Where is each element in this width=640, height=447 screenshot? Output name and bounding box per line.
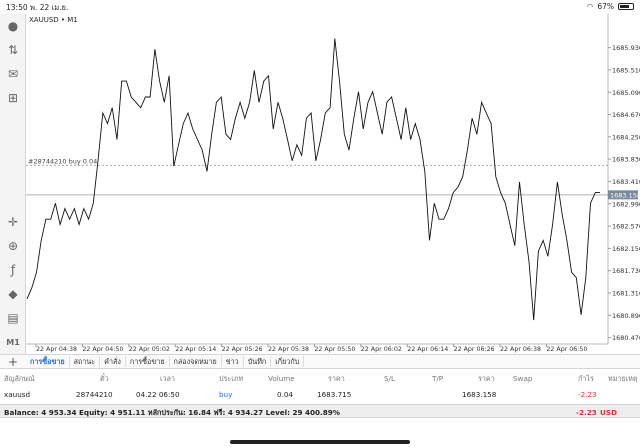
y-tick-label: 1685.090 [612, 89, 640, 97]
current-price-label: 1683.158 [610, 191, 640, 199]
row-symbol: xauusd [4, 390, 31, 399]
y-tick-label: 1681.730 [612, 267, 640, 275]
trade-arrows-icon[interactable]: ⇅ [7, 43, 19, 57]
header-tp: T/P [432, 374, 444, 383]
x-tick-label: 22 Apr 05:50 [314, 346, 355, 353]
x-tick-label: 22 Apr 06:02 [361, 346, 402, 353]
header-symbol: สัญลักษณ์ [4, 374, 35, 383]
indicators-icon[interactable]: ⊕ [7, 239, 19, 253]
add-icon[interactable]: + [7, 354, 19, 369]
battery-percent: 67% [597, 2, 614, 11]
timeframe-button[interactable]: M1 [6, 337, 20, 347]
tab-2[interactable]: คำสั่ง [100, 356, 126, 367]
row-current-price: 1683.158 [462, 390, 497, 399]
tab-list: การซื้อขาย สถานะ คำสั่ง การซื้อขาย กล่องจดหม… [26, 356, 305, 367]
y-tick-label: 1680.470 [612, 334, 640, 342]
status-right: ◠ 67% [587, 2, 634, 11]
header-volume: Volume [268, 374, 295, 383]
tab-0[interactable]: การซื้อขาย [26, 356, 70, 367]
tab-1[interactable]: สถานะ [70, 356, 101, 367]
balance-currency: USD [600, 408, 617, 417]
y-tick-label: 1684.670 [612, 111, 640, 119]
x-tick-label: 22 Apr 06:14 [407, 346, 448, 353]
battery-icon [618, 3, 634, 10]
header-ticket: ตั๋ว [100, 374, 109, 383]
y-tick-label: 1682.570 [612, 223, 640, 231]
x-tick-label: 22 Apr 06:26 [454, 346, 495, 353]
x-tick-label: 22 Apr 06:50 [546, 346, 587, 353]
home-indicator [230, 440, 410, 444]
balance-summary: Balance: 4 953.34 Equity: 4 951.11 หลักป… [4, 408, 340, 417]
row-ticket: 28744210 [76, 390, 113, 399]
current-price-tag [608, 190, 638, 200]
y-tick-label: 1685.930 [612, 44, 640, 52]
trade-table-header: สัญลักษณ์ ตั๋ว เวลา ประเภท Volume ราคา S… [0, 371, 640, 385]
status-bar: 13:50 พ. 22 เม.ย. ◠ 67% [0, 0, 640, 14]
status-time: 13:50 พ. 22 เม.ย. [6, 3, 69, 12]
account-icon[interactable]: ● [7, 19, 19, 33]
y-tick-label: 1685.510 [612, 66, 640, 74]
x-tick-label: 22 Apr 06:38 [500, 346, 541, 353]
order-line-label: #28744210 buy 0.04 [28, 157, 97, 165]
row-volume: 0.04 [277, 390, 294, 399]
row-open-price: 1683.715 [317, 390, 352, 399]
chart-symbol-label: XAUUSD • M1 [29, 16, 78, 24]
balance-row: Balance: 4 953.34 Equity: 4 951.11 หลักป… [0, 404, 640, 418]
price-series-line [26, 38, 600, 321]
new-document-icon[interactable]: ⊞ [7, 91, 19, 105]
header-type: ประเภท [219, 374, 244, 383]
y-tick-label: 1680.890 [612, 312, 640, 320]
objects-icon[interactable]: ◆ [8, 287, 18, 301]
price-chart[interactable]: XAUUSD • M1 1685.930 1685.510 1685.090 1684.… [26, 14, 640, 354]
header-profit: กำไร [578, 374, 594, 383]
x-tick-label: 22 Apr 05:38 [268, 346, 309, 353]
x-tick-label: 22 Apr 04:38 [36, 346, 77, 353]
header-sl: S/L [384, 374, 395, 383]
crosshair-icon[interactable]: ✛ [7, 215, 19, 229]
row-time: 04.22 06:50 [136, 390, 180, 399]
balance-total-profit: -2.23 [576, 408, 597, 417]
row-profit: -2.23 [578, 390, 597, 399]
y-tick-label: 1683.830 [612, 156, 640, 164]
tab-6[interactable]: บันทึก [244, 356, 272, 367]
header-swap: Swap [513, 374, 533, 383]
x-tick-label: 22 Apr 05:26 [222, 346, 263, 353]
left-toolbar: ● ⇅ ✉ ⊞ ✛ ⊕ ƒ ◆ ▤ M1 [0, 14, 26, 354]
x-tick-label: 22 Apr 04:50 [82, 346, 123, 353]
header-price: ราคา [328, 374, 345, 383]
x-tick-label: 22 Apr 05:02 [129, 346, 170, 353]
templates-icon[interactable]: ▤ [7, 311, 19, 325]
chat-icon[interactable]: ✉ [7, 67, 19, 81]
trade-row[interactable]: xauusd 28744210 04.22 06:50 buy 0.04 168… [0, 387, 640, 402]
wifi-icon: ◠ [586, 2, 594, 11]
y-tick-label: 1682.150 [612, 245, 640, 253]
tab-7[interactable]: เกี่ยวกับ [271, 356, 305, 367]
y-tick-label: 1681.310 [612, 289, 640, 297]
tab-5[interactable]: ข่าว [222, 356, 244, 367]
row-type: buy [219, 390, 233, 399]
header-time: เวลา [160, 374, 175, 383]
tab-4[interactable]: กล่องจดหมาย [170, 356, 222, 367]
header-current-price: ราคา [478, 374, 495, 383]
y-tick-label: 1684.250 [612, 133, 640, 141]
chart-svg: XAUUSD • M1 1685.930 1685.510 1685.090 1684.… [26, 14, 640, 353]
y-tick-label: 1682.990 [612, 200, 640, 208]
tab-3[interactable]: การซื้อขาย [126, 356, 170, 367]
function-icon[interactable]: ƒ [10, 263, 16, 277]
bottom-tabs: + การซื้อขาย สถานะ คำสั่ง การซื้อขาย กล่องจด… [0, 354, 640, 369]
x-tick-label: 22 Apr 05:14 [175, 346, 216, 353]
y-tick-label: 1683.410 [612, 178, 640, 186]
header-comment: หมายเหตุ [608, 374, 638, 383]
